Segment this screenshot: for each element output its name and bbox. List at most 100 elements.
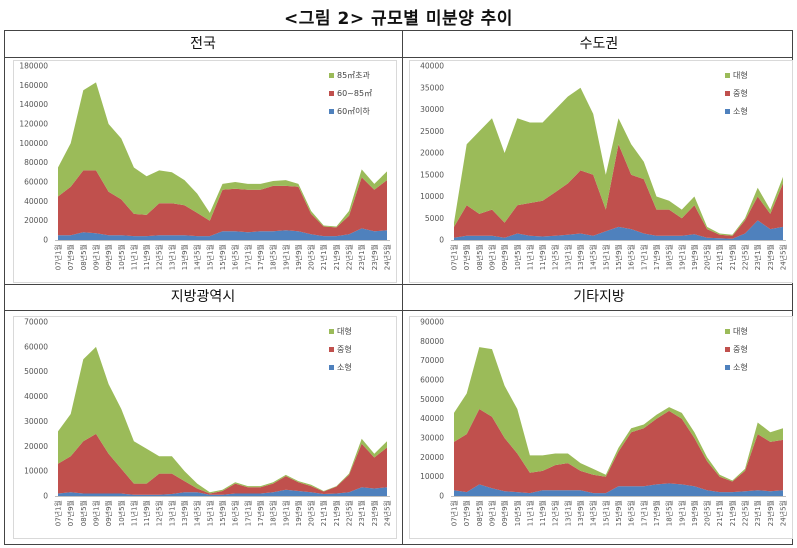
x-tick-label: 11년9월 bbox=[142, 500, 151, 526]
y-tick-label: 60000 bbox=[420, 376, 444, 385]
area-series-small bbox=[58, 228, 387, 240]
legend-swatch-large bbox=[725, 329, 730, 334]
x-tick-label: 20년5월 bbox=[703, 500, 712, 526]
x-tick-label: 15년1월 bbox=[601, 244, 610, 270]
y-tick-label: 90000 bbox=[420, 318, 444, 327]
x-tick-label: 19년9월 bbox=[294, 500, 303, 526]
x-tick-label: 11년9월 bbox=[538, 500, 547, 526]
x-tick-label: 21년1월 bbox=[715, 244, 724, 270]
x-tick-label: 16년5월 bbox=[627, 244, 636, 270]
x-tick-label: 19년1월 bbox=[281, 500, 290, 526]
x-tick-label: 12년5월 bbox=[551, 244, 560, 270]
chart-svg: 0 5000 10000 15000 20000 25000 30000 35000 40000… bbox=[409, 60, 793, 283]
legend-swatch-small bbox=[725, 365, 730, 370]
area-series-medium bbox=[454, 144, 783, 239]
x-tick-label: 08년5월 bbox=[475, 500, 484, 526]
legend-label-small: 60㎡이하 bbox=[337, 106, 371, 116]
area-series-small bbox=[454, 220, 783, 240]
x-tick-label: 11년1월 bbox=[129, 500, 138, 526]
y-tick-label: 10000 bbox=[420, 472, 444, 481]
y-tick-label: 20000 bbox=[24, 216, 48, 225]
divider-row2 bbox=[5, 284, 792, 285]
legend-swatch-medium bbox=[725, 347, 730, 352]
y-tick-label: 60000 bbox=[24, 178, 48, 187]
legend-swatch-medium bbox=[329, 91, 334, 96]
divider-row3 bbox=[5, 310, 792, 311]
x-tick-label: 07년1월 bbox=[54, 500, 63, 526]
legend-label-large: 85㎡초과 bbox=[337, 71, 371, 80]
x-tick-label: 23년9월 bbox=[766, 244, 775, 270]
x-tick-label: 18년5월 bbox=[269, 244, 278, 270]
legend-swatch-small bbox=[329, 365, 334, 370]
y-tick-label: 50000 bbox=[420, 395, 444, 404]
x-tick-label: 19년1월 bbox=[677, 500, 686, 526]
y-tick-label: 40000 bbox=[24, 392, 48, 401]
x-tick-label: 07년9월 bbox=[66, 244, 75, 270]
x-tick-label: 13년9월 bbox=[180, 244, 189, 270]
y-tick-label: 40000 bbox=[420, 62, 444, 71]
x-tick-label: 14년5월 bbox=[193, 500, 202, 526]
x-tick-label: 24년5월 bbox=[383, 500, 392, 526]
y-tick-label: 20000 bbox=[420, 149, 444, 158]
area-series-large bbox=[58, 346, 387, 494]
x-tick-label: 13년1월 bbox=[167, 244, 176, 270]
x-tick-label: 08년5월 bbox=[79, 244, 88, 270]
x-tick-label: 17년9월 bbox=[652, 244, 661, 270]
x-tick-label: 21년1월 bbox=[319, 244, 328, 270]
legend-label-small: 소형 bbox=[733, 363, 748, 372]
y-tick-label: 140000 bbox=[19, 100, 48, 109]
y-tick-label: 70000 bbox=[24, 318, 48, 327]
x-tick-label: 14년5월 bbox=[589, 500, 598, 526]
x-tick-label: 11년1월 bbox=[129, 244, 138, 270]
area-series-small bbox=[454, 483, 783, 496]
x-tick-label: 17년1월 bbox=[639, 244, 648, 270]
y-tick-label: 35000 bbox=[420, 83, 444, 92]
y-tick-label: 80000 bbox=[24, 158, 48, 167]
x-tick-label: 10년5월 bbox=[117, 500, 126, 526]
y-tick-label: 15000 bbox=[420, 170, 444, 179]
y-tick-label: 30000 bbox=[420, 105, 444, 114]
y-tick-label: 10000 bbox=[24, 467, 48, 476]
x-tick-label: 08년5월 bbox=[79, 500, 88, 526]
x-tick-label: 13년9월 bbox=[576, 244, 585, 270]
x-tick-label: 15년1월 bbox=[205, 500, 214, 526]
x-tick-label: 12년5월 bbox=[155, 500, 164, 526]
x-tick-label: 17년9월 bbox=[256, 244, 265, 270]
x-tick-label: 14년5월 bbox=[589, 244, 598, 270]
x-tick-label: 11년9월 bbox=[538, 244, 547, 270]
panel-title-nationwide: 전국 bbox=[190, 36, 216, 52]
x-tick-label: 24년5월 bbox=[779, 244, 788, 270]
y-tick-label: 0 bbox=[439, 236, 444, 245]
x-tick-label: 23년9월 bbox=[766, 500, 775, 526]
x-tick-label: 15년9월 bbox=[614, 244, 623, 270]
y-tick-label: 70000 bbox=[420, 356, 444, 365]
y-tick-label: 120000 bbox=[19, 120, 48, 129]
area-series-small bbox=[58, 487, 387, 496]
x-tick-label: 22년5월 bbox=[741, 244, 750, 270]
x-tick-label: 16년5월 bbox=[231, 500, 240, 526]
x-tick-label: 09년1월 bbox=[91, 500, 100, 526]
x-tick-label: 20년5월 bbox=[307, 500, 316, 526]
x-tick-label: 10년5월 bbox=[117, 244, 126, 270]
x-tick-label: 09년1월 bbox=[487, 244, 496, 270]
area-series-large bbox=[454, 87, 783, 236]
legend-label-small: 소형 bbox=[337, 363, 352, 372]
x-tick-label: 19년1월 bbox=[677, 244, 686, 270]
x-tick-label: 21년1월 bbox=[715, 500, 724, 526]
x-tick-label: 21년9월 bbox=[728, 244, 737, 270]
legend-swatch-small bbox=[725, 109, 730, 114]
x-tick-label: 23년9월 bbox=[370, 500, 379, 526]
x-tick-label: 10년5월 bbox=[513, 244, 522, 270]
x-tick-label: 14년5월 bbox=[193, 244, 202, 270]
x-tick-label: 13년9월 bbox=[180, 500, 189, 526]
legend-swatch-small bbox=[329, 109, 334, 114]
x-tick-label: 12년5월 bbox=[551, 500, 560, 526]
area-series-medium bbox=[58, 433, 387, 495]
x-tick-label: 23년1월 bbox=[753, 500, 762, 526]
panel-title-metro: 지방광역시 bbox=[170, 289, 236, 305]
legend-label-medium: 중형 bbox=[337, 345, 352, 354]
x-tick-label: 23년1월 bbox=[753, 244, 762, 270]
legend-label-medium: 중형 bbox=[733, 345, 748, 354]
x-tick-label: 21년9월 bbox=[332, 244, 341, 270]
x-tick-label: 23년1월 bbox=[357, 244, 366, 270]
